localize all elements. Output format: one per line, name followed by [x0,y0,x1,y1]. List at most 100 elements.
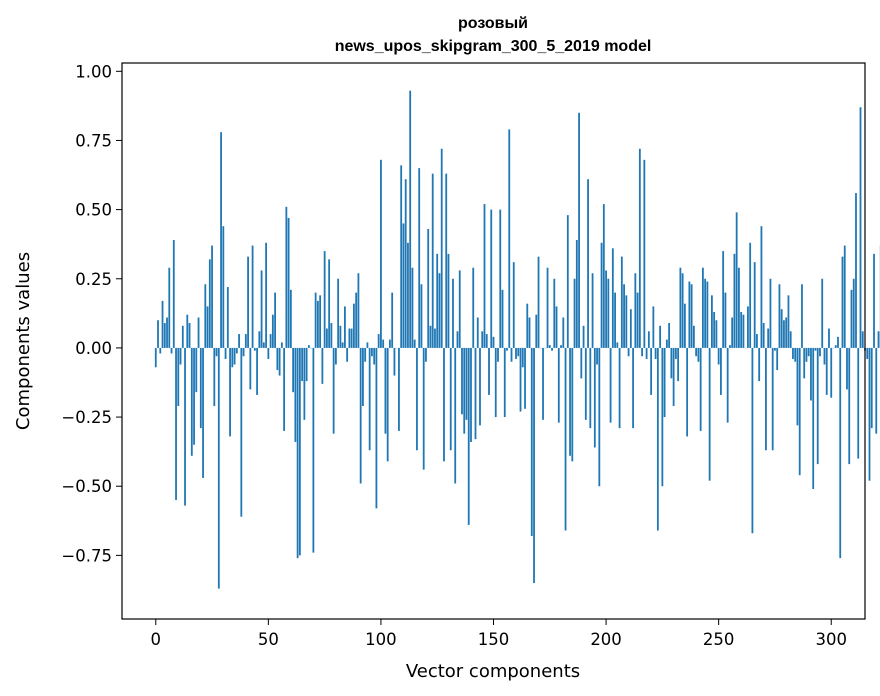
bar [242,347,245,357]
bar [344,306,346,348]
bar [377,334,380,348]
bar [161,300,164,348]
bar [654,347,657,359]
bar [825,347,828,395]
bar [805,347,808,362]
bar [620,256,623,348]
bar [515,347,517,359]
bar [686,347,689,437]
bar [645,347,648,359]
bar [785,317,788,348]
bar [253,347,256,351]
bar [765,347,767,451]
bar [296,347,299,559]
bar [461,347,463,415]
bar [861,331,864,348]
bar [389,339,391,348]
bar [593,347,596,448]
bar [794,347,797,362]
bar [355,292,358,348]
bar [280,342,283,348]
bar [729,345,731,348]
bar [792,347,794,359]
bar [359,347,362,484]
bar [454,347,457,484]
bar [215,347,218,357]
x-axis-label: Vector components [406,661,580,682]
bar [337,278,340,348]
bar [341,342,344,348]
bar [609,347,612,423]
bar [521,347,524,368]
bar [211,245,213,348]
bar [749,242,752,348]
bar [177,347,180,407]
bar [756,334,758,348]
x-tick-label: 50 [258,630,279,649]
bar [690,284,693,348]
bar [157,320,159,348]
bar [168,267,171,348]
bar [283,347,286,431]
bar [222,226,225,348]
bar [837,336,839,348]
bar [316,300,319,348]
bar [560,345,562,348]
bar [490,209,493,348]
bar [533,347,535,584]
bar [747,306,749,348]
bar [848,347,851,465]
bar [166,317,168,348]
bar [348,328,351,348]
bar [812,347,815,489]
bar [287,217,290,348]
bar [578,112,580,348]
bar [512,262,515,348]
bar [762,323,765,348]
bar [294,347,297,442]
bar [843,245,846,348]
bar [733,253,736,348]
bar [285,206,288,348]
bar [659,325,662,348]
bar [870,347,873,429]
bar [528,317,531,348]
bar [204,284,207,348]
bar [663,347,666,418]
bar [780,309,783,348]
bar [233,347,236,365]
x-tick-label: 200 [590,630,622,649]
bar [877,331,880,348]
bar [555,306,558,348]
x-tick-label: 300 [815,630,847,649]
bar [614,292,616,348]
bar [384,347,387,434]
bar [562,317,565,348]
bar [488,347,490,395]
bar [467,347,470,525]
bar [738,267,740,348]
bar [247,256,249,348]
bar [154,347,157,368]
bar [373,347,376,365]
y-tick-label: 0.25 [75,270,112,289]
bar [582,325,585,348]
bar [670,347,673,379]
bar [711,295,713,348]
bar [814,347,817,351]
bar [440,148,443,348]
bar [632,347,634,429]
bar [708,347,711,481]
bar [616,342,619,348]
bar [362,347,364,407]
bar [834,345,837,348]
bar [753,262,756,348]
bar [803,347,806,379]
bar [665,339,668,348]
bar [314,292,317,348]
bar [783,320,785,348]
bar [760,226,763,348]
bar [235,347,238,354]
bar [292,347,295,393]
